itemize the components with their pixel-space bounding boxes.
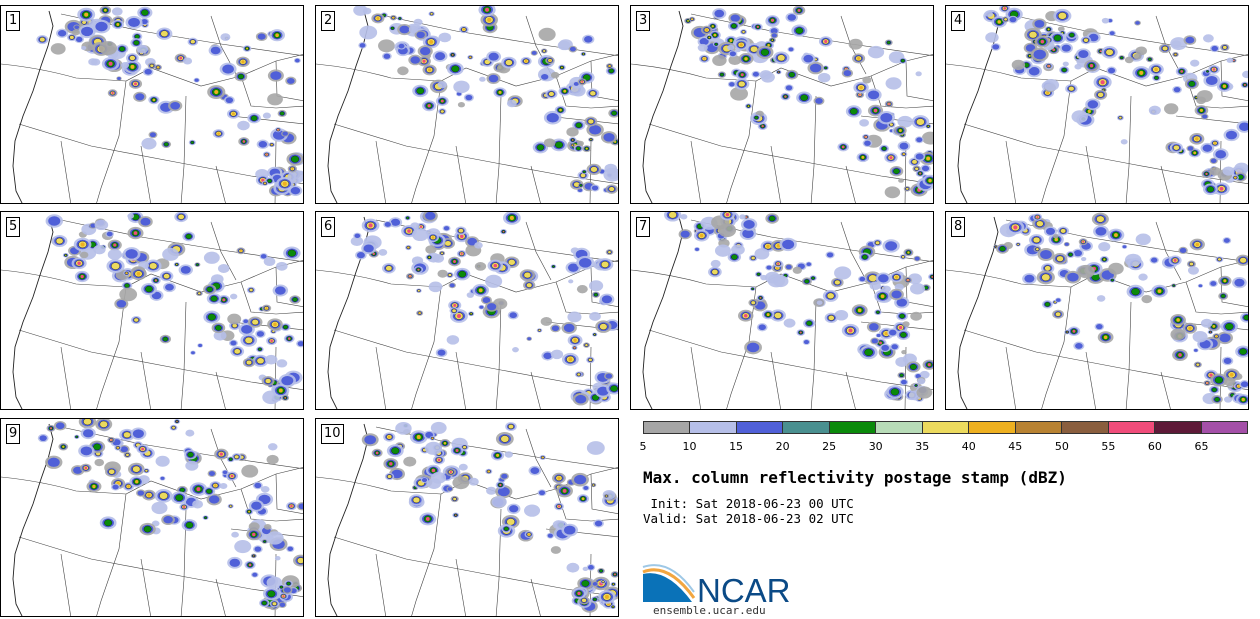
ensemble-member-panel: 2 bbox=[315, 5, 619, 204]
colorbar-segment bbox=[783, 422, 830, 433]
member-number-label: 9 bbox=[6, 424, 21, 444]
ncar-logo: NCAR bbox=[642, 562, 802, 609]
colorbar-tick-label: 25 bbox=[822, 440, 837, 453]
colorbar-tick-label: 10 bbox=[682, 440, 697, 453]
init-time: Init: Sat 2018-06-23 00 UTC bbox=[643, 496, 854, 511]
colorbar-segment bbox=[1062, 422, 1109, 433]
reflectivity-map bbox=[946, 212, 1248, 409]
member-number-label: 6 bbox=[321, 217, 336, 237]
colorbar-tick-label: 20 bbox=[775, 440, 790, 453]
colorbar-segment bbox=[876, 422, 923, 433]
colorbar-tick-label: 35 bbox=[915, 440, 930, 453]
colorbar-tick-label: 40 bbox=[961, 440, 976, 453]
ensemble-member-panel: 8 bbox=[945, 211, 1249, 410]
reflectivity-map bbox=[1, 6, 303, 203]
colorbar-segment bbox=[1201, 422, 1248, 433]
colorbar-tick-label: 60 bbox=[1147, 440, 1162, 453]
figure-title: Max. column reflectivity postage stamp (… bbox=[643, 468, 1067, 487]
logo-url: ensemble.ucar.edu bbox=[653, 604, 766, 617]
colorbar-tick-label: 5 bbox=[639, 440, 647, 453]
colorbar-segment bbox=[1015, 422, 1063, 433]
ncar-logo-text: NCAR bbox=[697, 572, 791, 604]
reflectivity-map bbox=[316, 421, 618, 616]
reflectivity-map bbox=[946, 6, 1248, 203]
colorbar-tick-label: 45 bbox=[1008, 440, 1023, 453]
colorbar-segment bbox=[644, 422, 691, 433]
member-number-label: 7 bbox=[636, 217, 651, 237]
colorbar-tick-label: 55 bbox=[1101, 440, 1116, 453]
colorbar-segment bbox=[829, 422, 877, 433]
colorbar-segment bbox=[969, 422, 1016, 433]
member-number-label: 8 bbox=[951, 217, 966, 237]
reflectivity-colorbar bbox=[643, 421, 1248, 434]
colorbar-segment bbox=[736, 422, 784, 433]
reflectivity-map bbox=[316, 6, 618, 203]
member-number-label: 10 bbox=[321, 424, 344, 444]
member-number-label: 5 bbox=[6, 217, 21, 237]
reflectivity-map bbox=[1, 212, 303, 409]
member-number-label: 4 bbox=[951, 11, 966, 31]
reflectivity-map bbox=[316, 212, 618, 409]
member-number-label: 2 bbox=[321, 11, 336, 31]
ensemble-member-panel: 4 bbox=[945, 5, 1249, 204]
colorbar-segment bbox=[1155, 422, 1202, 433]
ensemble-member-panel: 1 bbox=[0, 5, 304, 204]
reflectivity-map bbox=[631, 212, 933, 409]
colorbar-segment bbox=[922, 422, 970, 433]
reflectivity-map bbox=[631, 6, 933, 203]
colorbar-tick-label: 30 bbox=[868, 440, 883, 453]
colorbar-tick-label: 15 bbox=[729, 440, 744, 453]
ensemble-member-panel: 9 bbox=[0, 418, 304, 617]
ensemble-member-panel: 7 bbox=[630, 211, 934, 410]
ensemble-member-panel: 6 bbox=[315, 211, 619, 410]
member-number-label: 1 bbox=[6, 11, 21, 31]
colorbar-tick-label: 65 bbox=[1194, 440, 1209, 453]
member-number-label: 3 bbox=[636, 11, 651, 31]
ensemble-member-panel: 5 bbox=[0, 211, 304, 410]
ensemble-member-panel: 10 bbox=[315, 418, 619, 617]
reflectivity-map bbox=[1, 419, 303, 616]
colorbar-segment bbox=[690, 422, 737, 433]
ensemble-member-panel: 3 bbox=[630, 5, 934, 204]
colorbar-segment bbox=[1108, 422, 1156, 433]
colorbar-tick-label: 50 bbox=[1054, 440, 1069, 453]
valid-time: Valid: Sat 2018-06-23 02 UTC bbox=[643, 511, 854, 526]
